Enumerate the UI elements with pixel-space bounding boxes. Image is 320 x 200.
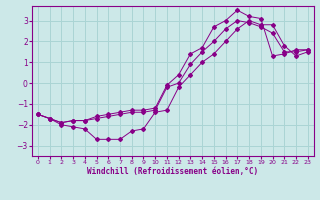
X-axis label: Windchill (Refroidissement éolien,°C): Windchill (Refroidissement éolien,°C): [87, 167, 258, 176]
